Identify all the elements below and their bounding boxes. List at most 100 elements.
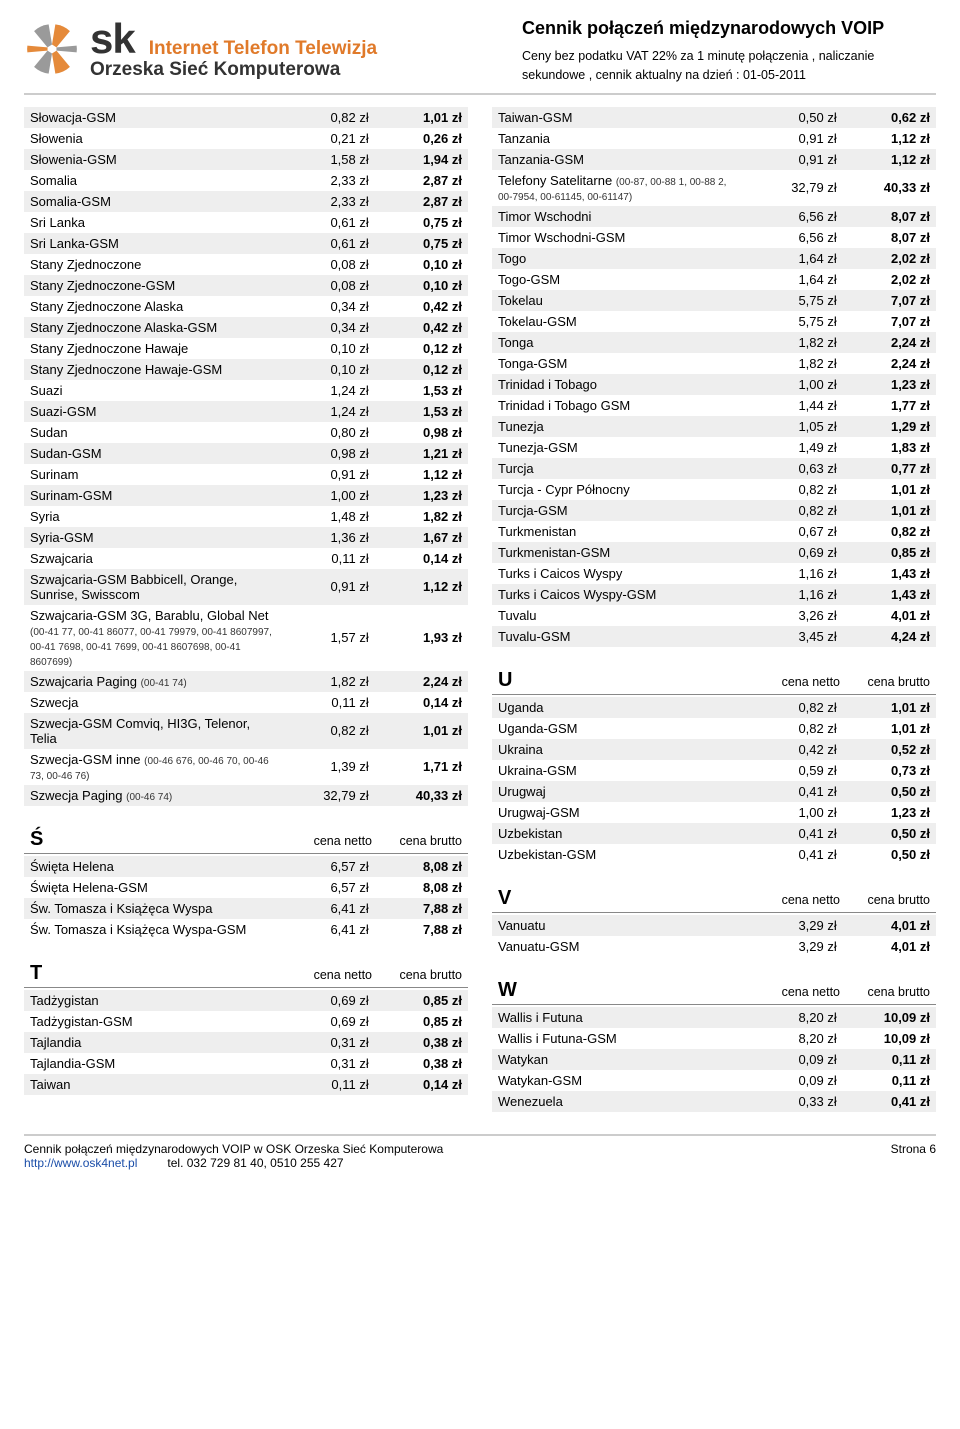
price-gross: 40,33 zł — [375, 785, 468, 806]
document-title: Cennik połączeń międzynarodowych VOIP — [522, 18, 936, 39]
price-net: 0,82 zł — [750, 500, 843, 521]
logo-sk: sk — [90, 18, 135, 60]
country-name: Ukraina — [492, 739, 750, 760]
country-name: Tonga-GSM — [492, 353, 750, 374]
country-name: Vanuatu-GSM — [492, 936, 750, 957]
country-name: Uganda — [492, 697, 750, 718]
country-name: Szwajcaria Paging (00-41 74) — [24, 671, 282, 692]
country-name: Wallis i Futuna-GSM — [492, 1028, 750, 1049]
price-net: 0,69 zł — [282, 990, 375, 1011]
price-net: 3,45 zł — [750, 626, 843, 647]
table-row: Telefony Satelitarne (00-87, 00-88 1, 00… — [492, 170, 936, 206]
table-row: Szwajcaria-GSM 3G, Barablu, Global Net (… — [24, 605, 468, 671]
price-net: 0,21 zł — [282, 128, 375, 149]
price-net: 1,64 zł — [750, 269, 843, 290]
price-net: 0,08 zł — [282, 254, 375, 275]
table-row: Urugwaj0,41 zł0,50 zł — [492, 781, 936, 802]
section-head-u: U cena netto cena brutto — [492, 669, 936, 695]
table-row: Sri Lanka0,61 zł0,75 zł — [24, 212, 468, 233]
price-net: 0,82 zł — [282, 713, 375, 749]
country-name: Telefony Satelitarne (00-87, 00-88 1, 00… — [492, 170, 750, 206]
country-name: Święta Helena-GSM — [24, 877, 282, 898]
price-net: 0,91 zł — [282, 464, 375, 485]
price-net: 1,82 zł — [750, 353, 843, 374]
table-row: Togo-GSM1,64 zł2,02 zł — [492, 269, 936, 290]
price-gross: 1,23 zł — [843, 802, 936, 823]
price-net: 5,75 zł — [750, 290, 843, 311]
country-name: Uganda-GSM — [492, 718, 750, 739]
country-name: Uzbekistan-GSM — [492, 844, 750, 865]
table-row: Togo1,64 zł2,02 zł — [492, 248, 936, 269]
price-net: 1,00 zł — [282, 485, 375, 506]
country-name: Tunezja-GSM — [492, 437, 750, 458]
table-row: Syria1,48 zł1,82 zł — [24, 506, 468, 527]
price-gross: 1,01 zł — [843, 718, 936, 739]
price-gross: 1,93 zł — [375, 605, 468, 671]
country-name: Somalia-GSM — [24, 191, 282, 212]
country-name: Tuvalu-GSM — [492, 626, 750, 647]
price-net: 1,16 zł — [750, 563, 843, 584]
table-row: Tokelau5,75 zł7,07 zł — [492, 290, 936, 311]
section-head-v: V cena netto cena brutto — [492, 887, 936, 913]
table-row: Wallis i Futuna8,20 zł10,09 zł — [492, 1007, 936, 1028]
country-name: Turcja - Cypr Północny — [492, 479, 750, 500]
country-name: Sri Lanka — [24, 212, 282, 233]
country-name: Słowacja-GSM — [24, 107, 282, 128]
table-row: Szwecja0,11 zł0,14 zł — [24, 692, 468, 713]
price-gross: 40,33 zł — [843, 170, 936, 206]
price-gross: 0,42 zł — [375, 317, 468, 338]
price-net: 0,10 zł — [282, 359, 375, 380]
price-net: 6,57 zł — [282, 856, 375, 877]
table-row: Timor Wschodni6,56 zł8,07 zł — [492, 206, 936, 227]
section-letter: T — [30, 962, 282, 985]
country-name: Stany Zjednoczone — [24, 254, 282, 275]
price-net: 1,49 zł — [750, 437, 843, 458]
price-net: 0,61 zł — [282, 212, 375, 233]
table-row: Surinam0,91 zł1,12 zł — [24, 464, 468, 485]
price-gross: 0,14 zł — [375, 1074, 468, 1095]
price-net: 1,00 zł — [750, 802, 843, 823]
country-name: Szwecja-GSM Comviq, HI3G, Telenor, Telia — [24, 713, 282, 749]
price-gross: 0,77 zł — [843, 458, 936, 479]
price-gross: 7,88 zł — [375, 919, 468, 940]
price-gross: 8,08 zł — [375, 856, 468, 877]
price-net: 0,09 zł — [750, 1049, 843, 1070]
country-name: Szwajcaria — [24, 548, 282, 569]
price-gross: 0,38 zł — [375, 1053, 468, 1074]
price-net: 1,39 zł — [282, 749, 375, 785]
price-net: 2,33 zł — [282, 170, 375, 191]
price-net: 0,82 zł — [282, 107, 375, 128]
price-net: 0,80 zł — [282, 422, 375, 443]
price-gross: 2,87 zł — [375, 170, 468, 191]
price-gross: 1,23 zł — [375, 485, 468, 506]
price-net: 0,41 zł — [750, 781, 843, 802]
footer-page: Strona 6 — [891, 1142, 936, 1170]
section-head-w: W cena netto cena brutto — [492, 979, 936, 1005]
price-net: 0,69 zł — [282, 1011, 375, 1032]
price-net: 0,31 zł — [282, 1032, 375, 1053]
header-right: Cennik połączeń międzynarodowych VOIP Ce… — [504, 18, 936, 85]
country-name: Trinidad i Tobago — [492, 374, 750, 395]
price-net: 0,42 zł — [750, 739, 843, 760]
country-name: Szwecja-GSM inne (00-46 676, 00-46 70, 0… — [24, 749, 282, 785]
table-row: Turcja-GSM0,82 zł1,01 zł — [492, 500, 936, 521]
price-gross: 0,14 zł — [375, 692, 468, 713]
price-net: 1,00 zł — [750, 374, 843, 395]
country-name: Syria-GSM — [24, 527, 282, 548]
price-gross: 4,01 zł — [843, 915, 936, 936]
price-net: 1,16 zł — [750, 584, 843, 605]
price-gross: 0,85 zł — [843, 542, 936, 563]
country-name: Trinidad i Tobago GSM — [492, 395, 750, 416]
table-row: Uzbekistan-GSM0,41 zł0,50 zł — [492, 844, 936, 865]
country-name: Tanzania — [492, 128, 750, 149]
table-row: Uganda-GSM0,82 zł1,01 zł — [492, 718, 936, 739]
price-gross: 2,24 zł — [375, 671, 468, 692]
col-header-gross: cena brutto — [372, 968, 462, 982]
price-net: 1,82 zł — [750, 332, 843, 353]
col-header-net: cena netto — [750, 985, 840, 999]
table-row: Szwajcaria0,11 zł0,14 zł — [24, 548, 468, 569]
price-gross: 1,12 zł — [843, 149, 936, 170]
section-letter: Ś — [30, 828, 282, 851]
table-row: Sudan0,80 zł0,98 zł — [24, 422, 468, 443]
price-gross: 1,12 zł — [843, 128, 936, 149]
